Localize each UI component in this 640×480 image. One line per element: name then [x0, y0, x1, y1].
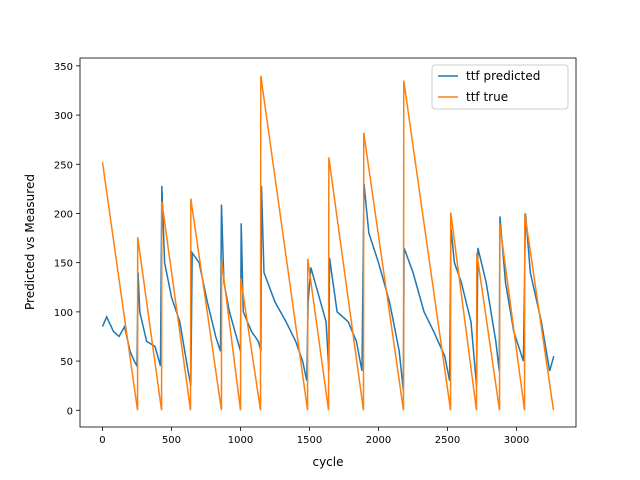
y-tick-label: 200 — [54, 209, 73, 220]
y-tick-label: 250 — [54, 160, 73, 171]
x-tick-label: 1500 — [297, 435, 322, 446]
y-tick-label: 300 — [54, 111, 73, 122]
x-tick-label: 0 — [99, 435, 105, 446]
x-axis-label: cycle — [312, 455, 343, 469]
x-tick-label: 2000 — [366, 435, 391, 446]
x-tick-label: 1000 — [228, 435, 253, 446]
x-tick-label: 2500 — [435, 435, 460, 446]
y-axis-label: Predicted vs Measured — [23, 174, 37, 310]
x-tick-label: 3000 — [504, 435, 529, 446]
legend-label: ttf true — [466, 90, 508, 104]
y-tick-label: 50 — [60, 357, 73, 368]
data-line — [101, 75, 555, 411]
y-tick-label: 0 — [67, 406, 73, 417]
y-tick-label: 350 — [54, 62, 73, 73]
plot-frame — [79, 57, 577, 428]
legend-label: ttf predicted — [466, 69, 540, 83]
y-tick-label: 150 — [54, 259, 73, 270]
y-tick-label: 100 — [54, 308, 73, 319]
x-tick-label: 500 — [162, 435, 181, 446]
legend-box — [431, 64, 569, 110]
